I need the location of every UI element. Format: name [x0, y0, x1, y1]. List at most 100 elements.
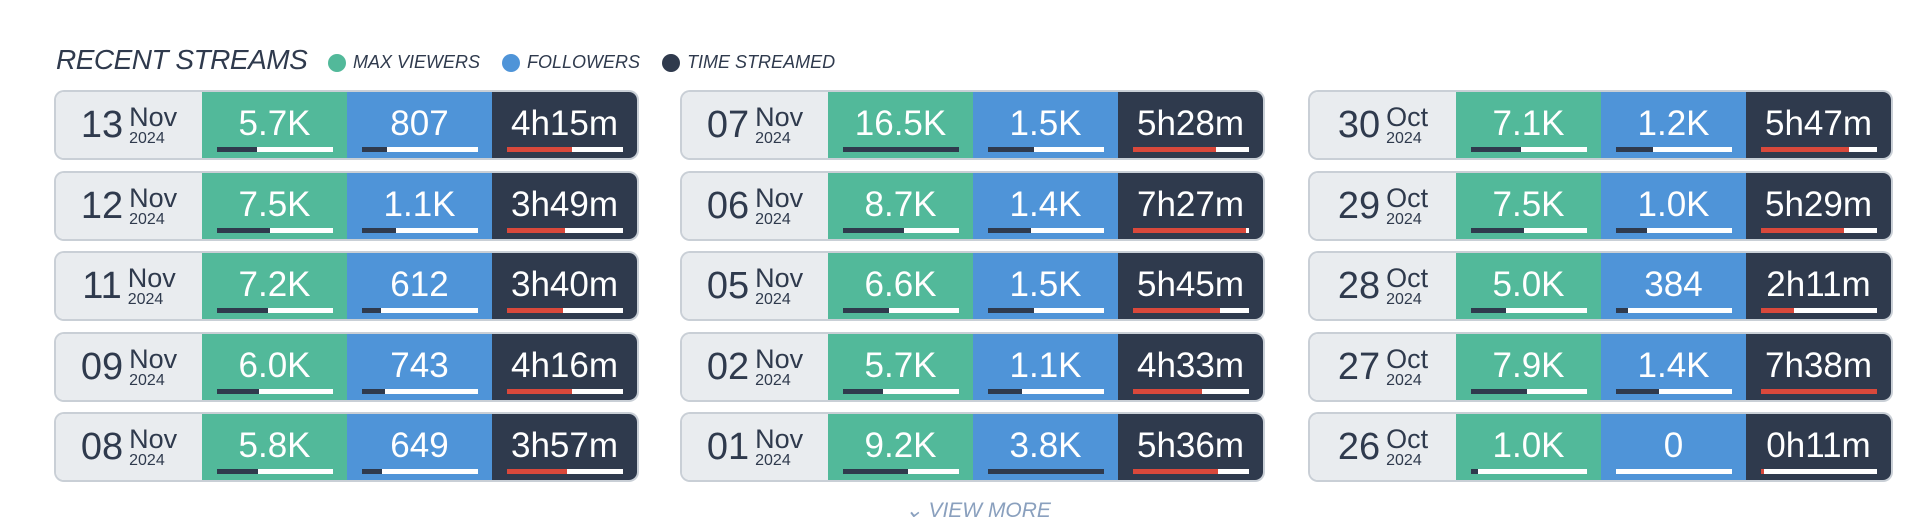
value: 1.4K: [1009, 185, 1082, 224]
time-streamed-cell: 7h27m: [1118, 173, 1263, 239]
value: 5.8K: [238, 426, 311, 465]
stream-date: 29 Oct 2024: [1310, 173, 1456, 239]
followers-cell: 1.1K: [347, 173, 492, 239]
month: Nov: [129, 101, 178, 132]
bar-track: [1616, 389, 1732, 394]
value: 1.0K: [1637, 185, 1710, 224]
legend-label: TIME STREAMED: [687, 52, 836, 72]
bar-fill: [1471, 389, 1527, 394]
bar-track: [1133, 228, 1249, 233]
value: 4h33m: [1136, 346, 1245, 385]
legend-item: FOLLOWERS: [502, 52, 640, 73]
time-streamed-cell: 3h49m: [492, 173, 637, 239]
day: 30: [1337, 103, 1381, 146]
bar-fill: [1616, 228, 1647, 233]
time-streamed-cell: 7h38m: [1746, 334, 1891, 400]
month-year: Oct 2024: [1386, 184, 1428, 228]
stream-card: 28 Oct 2024 5.0K 384 2h11m: [1310, 253, 1891, 319]
bar-fill: [507, 308, 563, 313]
bar-fill: [843, 308, 890, 313]
value: 743: [390, 346, 449, 385]
bar-track: [507, 308, 623, 313]
value: 1.5K: [1009, 104, 1082, 143]
bar-fill: [362, 389, 385, 394]
stream-date: 01 Nov 2024: [682, 414, 828, 480]
max-viewers-cell: 7.1K: [1456, 92, 1601, 158]
bar-fill: [507, 389, 572, 394]
month-year: Nov 2024: [755, 425, 803, 469]
value: 8.7K: [864, 185, 937, 224]
bar-fill: [1471, 228, 1524, 233]
bar-track: [217, 147, 333, 152]
bar-fill: [1616, 147, 1653, 152]
bar-track: [1761, 228, 1877, 233]
time-streamed-cell: 2h11m: [1746, 253, 1891, 319]
bar-track: [1761, 308, 1877, 313]
month: Nov: [129, 182, 178, 213]
year: 2024: [127, 290, 164, 308]
time-streamed-cell: 5h36m: [1118, 414, 1263, 480]
stream-card: 01 Nov 2024 9.2K 3.8K 5h36m: [682, 414, 1263, 480]
stream-date: 09 Nov 2024: [56, 334, 202, 400]
bar-track: [988, 389, 1104, 394]
bar-fill: [988, 469, 1104, 474]
bar-track: [362, 389, 478, 394]
month: Oct: [1386, 423, 1429, 454]
bar-track: [507, 469, 623, 474]
day: 27: [1337, 345, 1381, 388]
year: 2024: [129, 451, 165, 469]
bar-fill: [362, 228, 396, 233]
stream-card: 06 Nov 2024 8.7K 1.4K 7h27m: [682, 173, 1263, 239]
stream-date: 13 Nov 2024: [56, 92, 202, 158]
bar-fill: [1133, 147, 1217, 152]
value: 3h57m: [510, 426, 619, 465]
day: 26: [1337, 425, 1381, 468]
max-viewers-cell: 5.8K: [202, 414, 347, 480]
month: Oct: [1386, 101, 1429, 132]
value: 6.0K: [238, 346, 311, 385]
year: 2024: [129, 210, 165, 228]
max-viewers-cell: 5.7K: [828, 334, 973, 400]
bar-track: [843, 469, 959, 474]
value: 7.5K: [238, 185, 311, 224]
month-year: Nov 2024: [755, 103, 803, 147]
stream-date: 27 Oct 2024: [1310, 334, 1456, 400]
legend: MAX VIEWERS FOLLOWERS TIME STREAMED: [328, 52, 835, 73]
month-year: Nov 2024: [129, 101, 178, 147]
time-streamed-cell: 3h57m: [492, 414, 637, 480]
value: 1.1K: [383, 185, 456, 224]
bar-fill: [988, 228, 1031, 233]
month: Nov: [127, 262, 176, 293]
bar-fill: [217, 228, 270, 233]
followers-cell: 1.5K: [973, 253, 1118, 319]
bar-fill: [362, 147, 387, 152]
day: 02: [706, 345, 750, 388]
bar-fill: [507, 147, 572, 152]
bar-fill: [1471, 469, 1479, 474]
view-more-label[interactable]: VIEW MORE: [928, 499, 1051, 522]
month-year: Oct 2024: [1386, 345, 1428, 389]
month-year: Nov 2024: [129, 425, 177, 469]
bar-fill: [1616, 308, 1628, 313]
year: 2024: [1386, 129, 1422, 147]
bar-track: [1133, 389, 1249, 394]
bar-track: [217, 469, 333, 474]
stream-card: 12 Nov 2024 7.5K 1.1K 3h49m: [56, 173, 637, 239]
value: 4h15m: [510, 104, 619, 143]
stream-date: 08 Nov 2024: [56, 414, 202, 480]
bar-track: [1761, 389, 1877, 394]
month-year: Nov 2024: [129, 345, 177, 389]
bar-fill: [988, 147, 1034, 152]
bar-fill: [988, 308, 1034, 313]
day: 29: [1337, 184, 1381, 227]
value: 1.5K: [1009, 265, 1082, 304]
value: 5h29m: [1764, 185, 1873, 224]
bar-fill: [1761, 228, 1845, 233]
bar-fill: [1471, 147, 1521, 152]
view-more-button[interactable]: ⌄ VIEW MORE: [905, 499, 1051, 522]
year: 2024: [755, 129, 791, 147]
stream-card: 29 Oct 2024 7.5K 1.0K 5h29m: [1310, 173, 1891, 239]
bar-track: [1471, 469, 1587, 474]
bar-track: [507, 147, 623, 152]
value: 7.1K: [1492, 104, 1565, 143]
